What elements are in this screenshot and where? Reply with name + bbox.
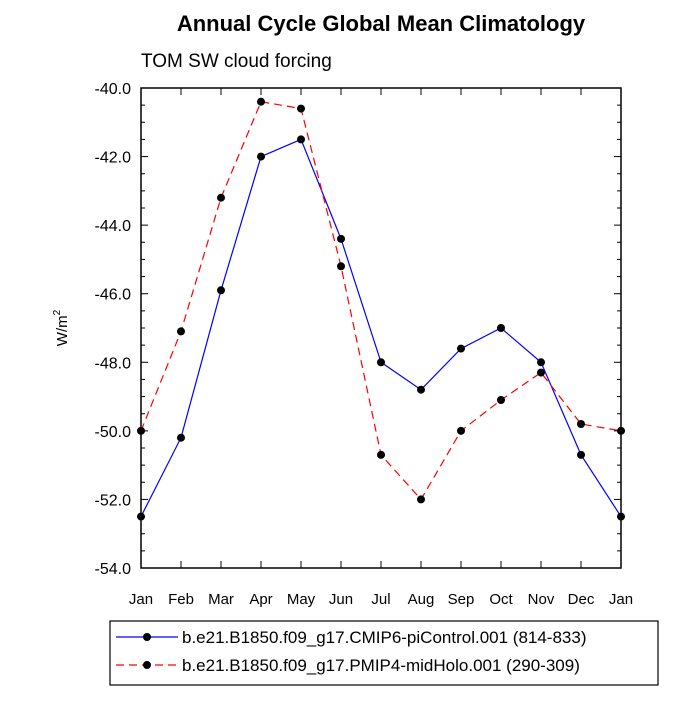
plot-frame (140, 87, 622, 569)
x-tick-label: Dec (568, 591, 595, 608)
series-1-point (177, 433, 185, 442)
series-2-point (297, 104, 305, 113)
x-tick-label: Jan (129, 591, 153, 608)
series-1-point (617, 512, 625, 521)
x-tick-label: Sep (448, 591, 475, 608)
series-1-point (577, 450, 585, 459)
y-tick-label: -44.0 (95, 218, 132, 235)
series-1-point (337, 234, 345, 243)
legend-label-2: b.e21.B1850.f09_g17.PMIP4-midHolo.001 (2… (182, 656, 580, 675)
series-2-point (457, 426, 465, 435)
x-tick-label: Apr (249, 591, 272, 608)
x-tick-label: Aug (408, 591, 435, 608)
x-tick-label: May (287, 591, 316, 608)
series-1-point (417, 385, 425, 394)
x-tick-label: Jul (371, 591, 390, 608)
series-1-point (377, 358, 385, 367)
series-2-point (577, 420, 585, 428)
y-tick-label: -52.0 (95, 492, 132, 509)
y-tick-label: -46.0 (95, 287, 132, 304)
y-tick-label: -50.0 (95, 424, 132, 441)
series-layer (137, 97, 625, 521)
series-2-point (137, 426, 145, 435)
x-tick-label: Mar (208, 591, 234, 608)
x-tick-label: Oct (489, 591, 513, 608)
series-line-2 (140, 101, 622, 501)
series-2-point (337, 262, 345, 271)
series-2-point (617, 426, 625, 435)
y-axis-label-superscript: 2 (52, 309, 63, 315)
y-tick-label: -40.0 (95, 81, 132, 98)
y-axis-label-base: W/m (54, 315, 71, 346)
legend-marker-1 (143, 633, 151, 641)
y-axis-label: W/m2 (52, 309, 71, 346)
series-2-point (497, 396, 505, 404)
series-1-point (217, 286, 225, 295)
legend-label-1: b.e21.B1850.f09_g17.CMIP6-piControl.001 … (182, 628, 587, 647)
series-2-point (377, 450, 385, 459)
y-tick-label: -42.0 (95, 150, 132, 167)
series-2-point (177, 327, 185, 336)
legend: b.e21.B1850.f09_g17.CMIP6-piControl.001 … (109, 620, 659, 686)
chart-title: Annual Cycle Global Mean Climatology (177, 11, 586, 36)
series-2-point (217, 193, 225, 202)
x-tick-label: Jun (329, 591, 353, 608)
x-tick-label: Feb (168, 591, 194, 608)
series-1-point (537, 358, 545, 367)
series-1-point (257, 152, 265, 161)
x-tick-label: Jan (609, 591, 633, 608)
series-2-point (417, 495, 425, 504)
chart-subtitle: TOM SW cloud forcing (141, 51, 332, 72)
svg-text:W/m2: W/m2 (52, 309, 71, 346)
y-tick-label: -48.0 (95, 355, 132, 372)
y-tick-label: -54.0 (95, 561, 132, 578)
series-2-point (537, 368, 545, 377)
series-line-1 (140, 138, 622, 517)
x-tick-label: Nov (528, 591, 555, 608)
axis-ticks: -40.0 -42.0 -44.0 -46.0 -48.0 -50.0 -52.0 -54.0… (95, 81, 634, 608)
series-1-point (457, 344, 465, 353)
series-1-point (137, 512, 145, 521)
series-1-point (497, 324, 505, 332)
legend-box (109, 620, 659, 686)
series-1-point (297, 135, 305, 144)
legend-marker-2 (143, 661, 151, 669)
series-2-point (257, 97, 265, 106)
